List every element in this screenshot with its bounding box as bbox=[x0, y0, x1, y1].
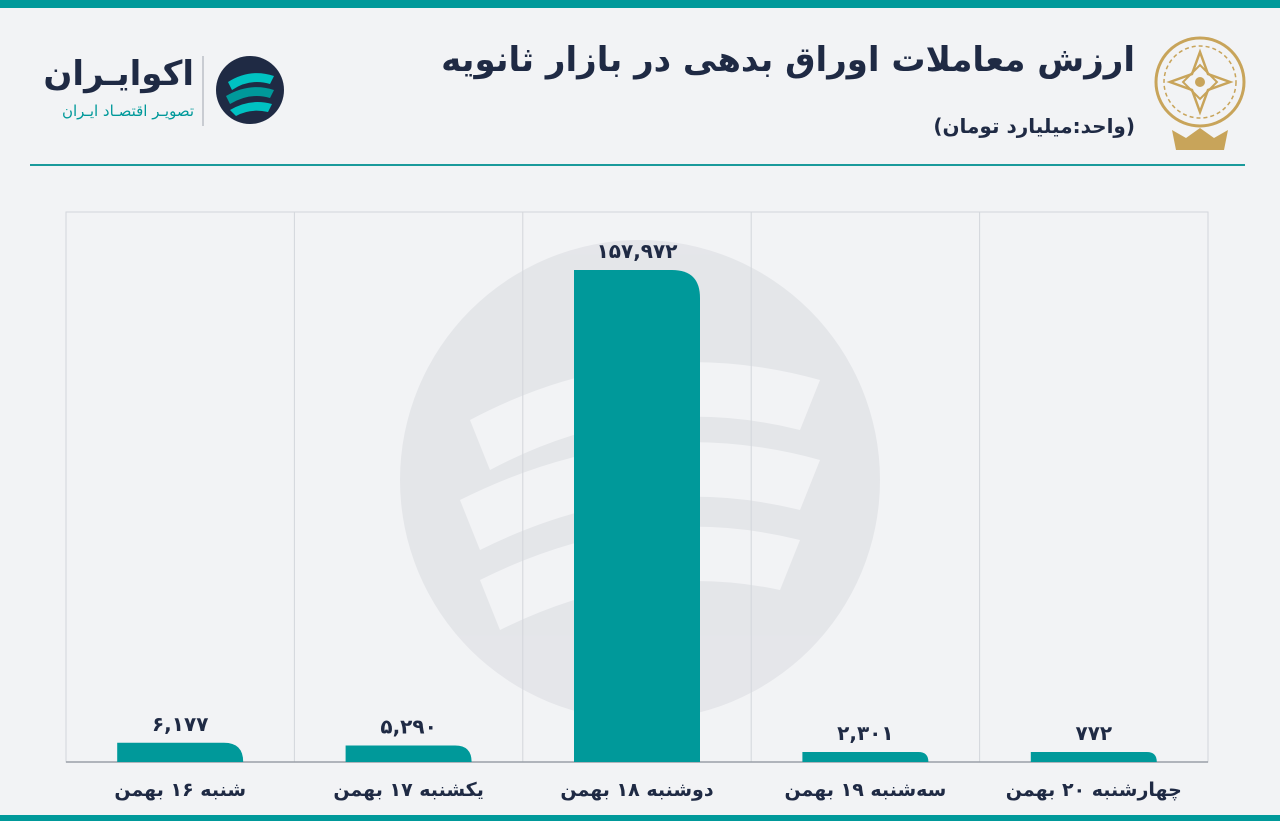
category-label: یکشنبه ۱۷ بهمن bbox=[333, 779, 484, 801]
data-label: ۷۷۲ bbox=[1075, 721, 1112, 745]
brand-name: اکوایـران bbox=[43, 54, 194, 94]
data-label: ۱۵۷,۹۷۲ bbox=[597, 239, 678, 263]
brand-tagline: تصویـر اقتصـاد ایـران bbox=[61, 102, 194, 120]
bar bbox=[117, 742, 244, 762]
data-label: ۵,۲۹۰ bbox=[380, 715, 436, 739]
top-accent-bar bbox=[0, 0, 1280, 8]
bar bbox=[574, 270, 700, 762]
bar bbox=[802, 752, 929, 762]
bar bbox=[1030, 752, 1157, 762]
ecoiran-mark-icon bbox=[216, 56, 284, 124]
data-label: ۶,۱۷۷ bbox=[152, 712, 208, 736]
bottom-accent-bar bbox=[0, 815, 1280, 821]
unit-subtitle: (واحد:میلیارد تومان) bbox=[933, 114, 1135, 138]
brand-logo: اکوایـران تصویـر اقتصـاد ایـران bbox=[30, 52, 290, 132]
category-label: دوشنبه ۱۸ بهمن bbox=[560, 779, 713, 801]
category-label: چهارشنبه ۲۰ بهمن bbox=[1006, 779, 1182, 801]
header-divider bbox=[30, 164, 1245, 166]
brand-divider bbox=[202, 56, 204, 126]
category-label: سه‌شنبه ۱۹ بهمن bbox=[784, 779, 946, 801]
category-label: شنبه ۱۶ بهمن bbox=[114, 779, 246, 801]
page-title: ارزش معاملات اوراق بدهی در بازار ثانویه bbox=[441, 40, 1135, 80]
exchange-emblem-icon bbox=[1154, 36, 1246, 150]
data-label: ۲,۳۰۱ bbox=[837, 721, 893, 745]
bar bbox=[345, 745, 472, 762]
